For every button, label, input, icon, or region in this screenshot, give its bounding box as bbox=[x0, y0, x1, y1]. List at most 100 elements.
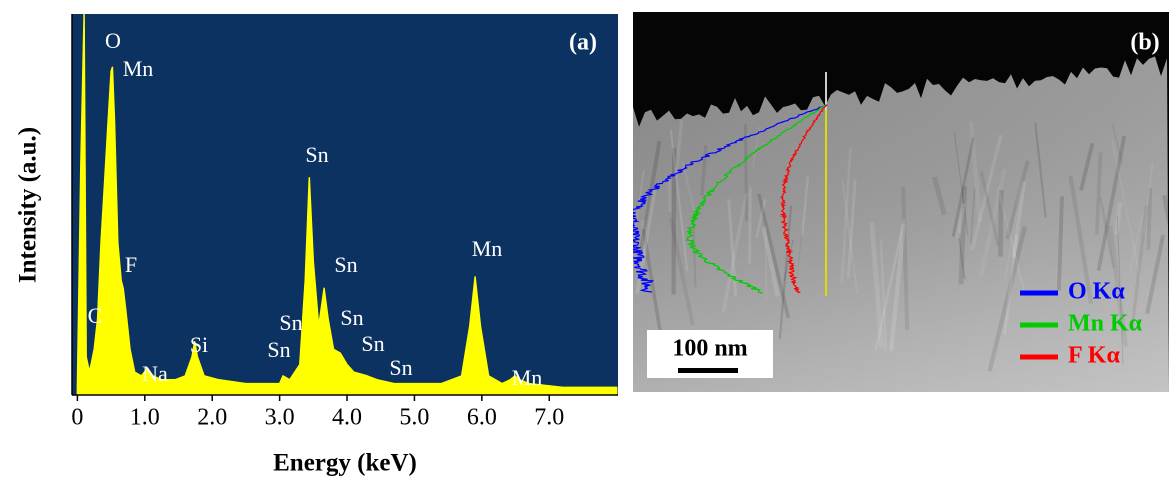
texture bbox=[970, 134, 1003, 251]
legend-label: F Kα bbox=[1068, 343, 1120, 369]
texture bbox=[1034, 122, 1047, 218]
texture bbox=[752, 126, 761, 168]
x-tick-label: 2.0 bbox=[197, 405, 227, 431]
texture bbox=[1146, 187, 1153, 250]
x-tick-label: 4.0 bbox=[332, 405, 362, 431]
texture bbox=[996, 187, 1025, 291]
texture bbox=[755, 199, 767, 238]
texture bbox=[1005, 160, 1030, 240]
specimen-shade bbox=[633, 56, 1169, 392]
texture bbox=[978, 168, 1007, 277]
texture bbox=[869, 222, 885, 349]
texture bbox=[727, 199, 738, 297]
line-scan-profile bbox=[633, 104, 828, 293]
x-tick-label: 7.0 bbox=[534, 405, 564, 431]
texture bbox=[667, 177, 672, 219]
legend-label: Mn Kα bbox=[1068, 311, 1143, 337]
texture bbox=[931, 176, 947, 216]
texture bbox=[840, 148, 852, 285]
texture bbox=[958, 186, 968, 285]
texture bbox=[667, 211, 695, 326]
texture bbox=[1107, 225, 1129, 347]
x-axis-label: Energy (keV) bbox=[273, 450, 417, 477]
texture bbox=[1145, 234, 1166, 315]
texture bbox=[671, 147, 677, 295]
texture bbox=[874, 218, 906, 351]
x-tick-label: 5.0 bbox=[399, 405, 429, 431]
texture bbox=[801, 175, 810, 236]
texture bbox=[1113, 201, 1123, 236]
texture bbox=[1079, 142, 1095, 191]
texture bbox=[953, 131, 969, 235]
peak-label: O bbox=[105, 28, 121, 53]
texture bbox=[640, 220, 648, 256]
texture bbox=[721, 192, 749, 312]
peak-label: Mn bbox=[512, 365, 543, 390]
panel-a: 0 1.0 2.0 3.0 4.0 5.0 6.0 7.0 Energy (keV) Intens… bbox=[15, 14, 618, 477]
scale-bar-label: 100 nm bbox=[672, 336, 747, 362]
peak-label: Sn bbox=[334, 252, 357, 277]
peak-label: Sn bbox=[389, 355, 412, 380]
texture bbox=[1128, 214, 1144, 273]
x-tick-label: 0 bbox=[71, 405, 83, 431]
texture bbox=[956, 203, 967, 239]
peak-label: Mn bbox=[472, 236, 503, 261]
texture bbox=[841, 179, 859, 294]
texture bbox=[968, 121, 983, 223]
texture bbox=[1094, 152, 1103, 235]
panel-label: (b) bbox=[1130, 30, 1159, 56]
texture bbox=[1130, 205, 1149, 332]
texture bbox=[969, 188, 976, 244]
x-tick-label: 1.0 bbox=[130, 405, 160, 431]
peak-label: Sn bbox=[305, 142, 328, 167]
line-scan-profile bbox=[685, 104, 827, 294]
texture bbox=[681, 161, 697, 216]
texture bbox=[1143, 162, 1154, 234]
legend-label: O Kα bbox=[1068, 279, 1125, 305]
peak-label: Sn bbox=[340, 305, 363, 330]
texture bbox=[1111, 140, 1142, 282]
texture bbox=[796, 230, 803, 277]
texture bbox=[979, 171, 1000, 247]
texture bbox=[987, 226, 1027, 372]
panel-b: (b) 100 nm O Kα Mn Kα F Kα bbox=[633, 12, 1169, 392]
peak-label: F bbox=[125, 252, 137, 277]
peak-label: Mn bbox=[123, 56, 154, 81]
peak-label: Sn bbox=[267, 337, 290, 362]
texture bbox=[764, 225, 768, 301]
texture bbox=[1096, 135, 1127, 272]
texture bbox=[761, 227, 780, 297]
texture bbox=[1099, 196, 1115, 268]
texture bbox=[1056, 196, 1064, 291]
texture bbox=[669, 128, 689, 272]
texture bbox=[1011, 181, 1027, 258]
line-scan-profile bbox=[779, 104, 827, 294]
texture bbox=[748, 187, 752, 264]
texture bbox=[1003, 234, 1019, 335]
texture bbox=[783, 239, 794, 282]
texture bbox=[637, 140, 662, 261]
texture bbox=[1068, 175, 1094, 304]
texture bbox=[674, 120, 684, 179]
texture bbox=[1111, 124, 1124, 163]
texture bbox=[700, 145, 708, 196]
texture bbox=[757, 193, 791, 319]
texture bbox=[957, 233, 966, 280]
peak-label: Na bbox=[142, 361, 168, 386]
texture bbox=[744, 123, 748, 221]
y-axis-label: Intensity (a.u.) bbox=[15, 127, 42, 283]
plot-background bbox=[72, 14, 618, 395]
texture bbox=[635, 169, 645, 228]
peak-label: Sn bbox=[279, 310, 302, 335]
spectrum-area bbox=[76, 14, 618, 395]
x-tick-label: 3.0 bbox=[265, 405, 295, 431]
texture bbox=[1004, 185, 1022, 279]
texture bbox=[846, 179, 857, 278]
x-tick-label: 6.0 bbox=[467, 405, 497, 431]
texture bbox=[888, 224, 906, 352]
peak-label: Sn bbox=[361, 331, 384, 356]
texture bbox=[692, 220, 697, 288]
peak-label: Si bbox=[190, 332, 208, 357]
spectrum bbox=[76, 14, 618, 395]
